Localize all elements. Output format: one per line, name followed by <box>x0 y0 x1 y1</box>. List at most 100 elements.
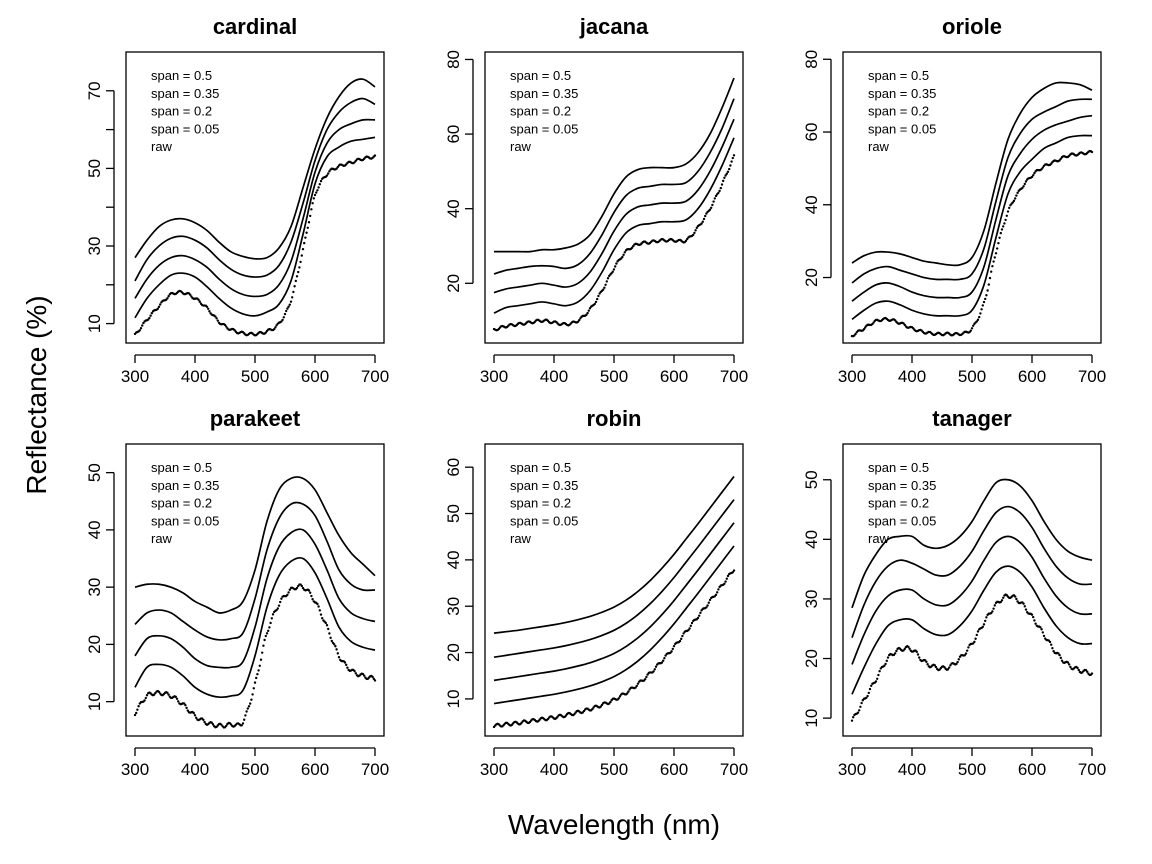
raw-data-point <box>318 609 321 612</box>
raw-data-point <box>975 633 978 637</box>
series-line-span-0-2 <box>851 114 1093 302</box>
raw-data-point <box>636 682 640 685</box>
raw-data-point <box>371 675 374 679</box>
raw-data-point <box>609 700 612 704</box>
raw-data-point <box>259 658 263 661</box>
plot-frame <box>484 51 744 344</box>
raw-data-point <box>949 664 952 667</box>
series-line-span-0-5 <box>134 476 376 614</box>
series-raw-points <box>850 149 1094 338</box>
panel-title: robin <box>587 406 642 431</box>
legend-entry: span = 0.35 <box>510 86 578 101</box>
y-tick-label: 80 <box>444 50 463 69</box>
raw-data-point <box>245 710 248 713</box>
raw-data-point <box>578 319 581 322</box>
raw-data-point <box>854 332 857 336</box>
raw-data-point <box>255 676 258 680</box>
raw-data-point <box>185 706 188 710</box>
x-axis: 300 400 500 600 700 <box>838 354 1106 386</box>
x-tick-label: 500 <box>600 760 628 779</box>
raw-data-point <box>1039 626 1042 629</box>
raw-data-point <box>328 170 331 173</box>
legend-entry: raw <box>510 139 532 154</box>
raw-data-point <box>1060 659 1064 662</box>
series-raw-points <box>133 583 377 729</box>
raw-data-point <box>240 724 243 727</box>
legend-entry: span = 0.5 <box>510 68 571 83</box>
raw-data-point <box>630 246 634 250</box>
series-raw-points <box>492 154 736 332</box>
series-line-span-0-35 <box>493 98 735 275</box>
raw-data-point <box>985 616 988 619</box>
raw-data-point <box>270 617 273 620</box>
raw-data-point <box>711 203 714 207</box>
raw-data-point <box>700 222 703 225</box>
legend-entry: span = 0.05 <box>868 121 936 136</box>
raw-data-point <box>713 197 716 200</box>
raw-data-point <box>878 670 881 673</box>
raw-data-point <box>137 705 140 708</box>
raw-data-point <box>955 662 958 666</box>
raw-data-point <box>246 707 249 710</box>
x-tick-label: 400 <box>181 367 209 386</box>
y-tick-label: 40 <box>802 195 821 214</box>
raw-data-point <box>611 270 614 273</box>
raw-data-point <box>652 670 655 673</box>
raw-data-point <box>599 705 602 708</box>
raw-data-point <box>858 709 861 712</box>
raw-data-point <box>990 270 993 273</box>
raw-data-point <box>986 289 989 292</box>
x-tick-label: 600 <box>660 367 688 386</box>
raw-data-point <box>321 616 324 620</box>
raw-data-point <box>214 315 217 318</box>
raw-data-point <box>167 295 170 298</box>
raw-data-point <box>999 231 1002 235</box>
raw-data-point <box>883 664 886 667</box>
raw-data-point <box>197 298 200 302</box>
raw-data-point <box>597 294 600 298</box>
raw-data-point <box>717 588 720 591</box>
raw-data-point <box>717 191 720 195</box>
raw-data-point <box>202 718 205 722</box>
raw-data-point <box>157 305 161 309</box>
raw-data-point <box>660 661 664 664</box>
legend-entry: raw <box>868 139 890 154</box>
x-tick-label: 300 <box>121 760 149 779</box>
raw-data-point <box>299 260 302 264</box>
raw-data-point <box>287 591 290 594</box>
raw-data-point <box>1002 596 1005 600</box>
series-line-span-0-35 <box>134 97 376 282</box>
raw-data-point <box>714 194 718 198</box>
legend: span = 0.5 span = 0.35 span = 0.2 span = 0.… <box>151 460 219 546</box>
raw-data-point <box>605 280 608 283</box>
raw-data-point <box>1069 665 1072 669</box>
raw-data-point <box>1033 172 1036 175</box>
legend-entry: span = 0.5 <box>868 460 929 475</box>
raw-data-point <box>306 226 309 230</box>
raw-data-point <box>870 684 873 687</box>
raw-data-point <box>1048 640 1052 644</box>
raw-data-point <box>210 721 213 724</box>
raw-data-point <box>982 623 986 626</box>
legend-entry: span = 0.5 <box>151 460 212 475</box>
raw-data-point <box>205 305 209 308</box>
y-tick-label: 10 <box>85 314 104 333</box>
series-line-span-0-5 <box>494 77 735 253</box>
raw-data-point <box>946 668 950 671</box>
x-axis: 300 400 500 600 700 <box>121 354 389 386</box>
raw-data-point <box>926 663 929 666</box>
raw-data-point <box>276 607 279 610</box>
raw-data-point <box>994 252 998 255</box>
legend-entry: span = 0.5 <box>510 460 571 475</box>
legend-entry: span = 0.35 <box>151 478 219 493</box>
raw-data-point <box>1024 180 1028 183</box>
x-axis: 300 400 500 600 700 <box>480 354 748 386</box>
raw-data-point <box>852 715 855 719</box>
raw-data-point <box>585 313 588 317</box>
y-axis: 10 20 30 40 50 <box>802 470 832 728</box>
raw-data-point <box>310 208 313 211</box>
legend-entry: raw <box>510 531 532 546</box>
x-axis: 300 400 500 600 700 <box>838 747 1106 779</box>
raw-data-point <box>1090 672 1094 675</box>
raw-data-point <box>291 296 294 299</box>
